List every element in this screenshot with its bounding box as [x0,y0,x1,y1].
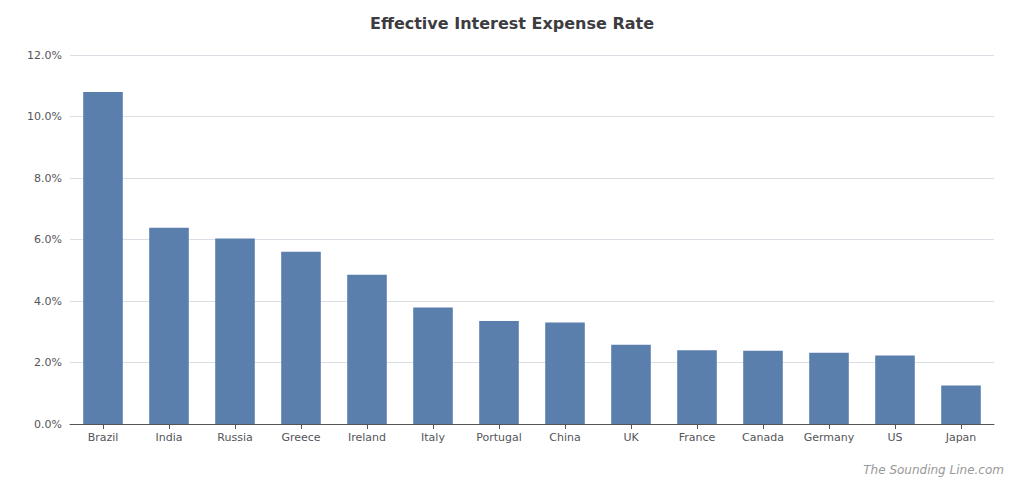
svg-text:0.0%: 0.0% [34,418,62,431]
svg-text:10.0%: 10.0% [27,110,62,123]
svg-text:China: China [549,431,580,444]
svg-text:8.0%: 8.0% [34,172,62,185]
svg-text:Japan: Japan [945,431,977,444]
svg-text:Effective Interest Expense Rat: Effective Interest Expense Rate [370,14,654,33]
svg-text:Russia: Russia [217,431,252,444]
svg-text:4.0%: 4.0% [34,295,62,308]
svg-text:Portugal: Portugal [476,431,522,444]
svg-text:US: US [887,431,902,444]
svg-text:2.0%: 2.0% [34,356,62,369]
svg-text:Germany: Germany [804,431,855,444]
svg-text:Canada: Canada [742,431,784,444]
svg-text:UK: UK [623,431,639,444]
svg-text:France: France [679,431,716,444]
svg-text:Italy: Italy [421,431,445,444]
svg-text:Brazil: Brazil [88,431,119,444]
svg-text:12.0%: 12.0% [27,49,62,62]
svg-text:India: India [156,431,183,444]
svg-text:Ireland: Ireland [348,431,386,444]
svg-text:Greece: Greece [281,431,320,444]
svg-text:6.0%: 6.0% [34,233,62,246]
svg-text:The Sounding Line.com: The Sounding Line.com [863,463,1004,477]
